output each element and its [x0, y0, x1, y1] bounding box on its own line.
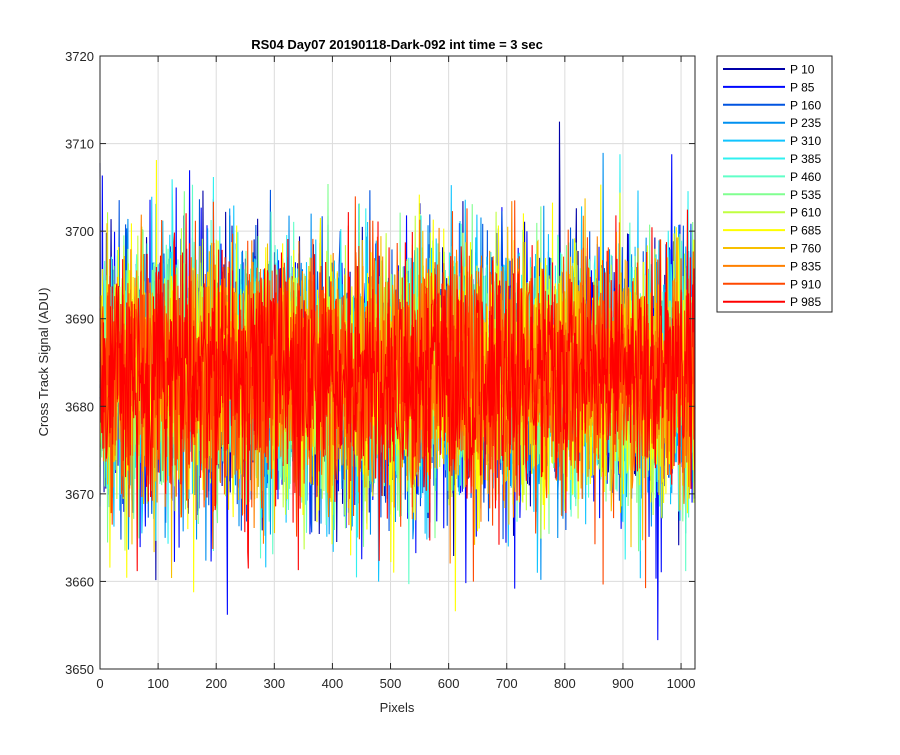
legend-box [716, 55, 833, 313]
legend-label: P 760 [790, 242, 821, 256]
legend-label: P 235 [790, 116, 821, 130]
y-tick-label: 3710 [65, 137, 94, 152]
x-axis-label: Pixels [380, 700, 415, 715]
x-tick-label: 900 [612, 676, 634, 691]
series-group [99, 121, 696, 641]
legend-label: P 685 [790, 224, 821, 238]
x-tick-label: 1000 [667, 676, 696, 691]
legend-label: P 835 [790, 259, 821, 273]
legend-label: P 160 [790, 98, 821, 112]
legend: P 10 P 85 P 160 P 235 P 310 P 385 P 460 P 535 P … [716, 55, 833, 313]
x-tick-label: 700 [496, 676, 518, 691]
y-axis-label: Cross Track Signal (ADU) [36, 288, 51, 437]
y-tick-label: 3690 [65, 312, 94, 327]
x-tick-label: 300 [263, 676, 285, 691]
x-tick-label: 600 [438, 676, 460, 691]
x-tick-label: 200 [205, 676, 227, 691]
chart-title: RS04 Day07 20190118-Dark-092 int time = … [251, 37, 543, 52]
x-tick-label: 500 [380, 676, 402, 691]
series-line [99, 196, 696, 589]
x-tick-label: 400 [322, 676, 344, 691]
legend-label: P 85 [790, 80, 815, 94]
legend-label: P 460 [790, 170, 821, 184]
legend-label: P 385 [790, 152, 821, 166]
y-tick-label: 3720 [65, 49, 94, 64]
x-tick-label: 100 [147, 676, 169, 691]
series-line [99, 209, 696, 572]
axes-box [99, 55, 696, 670]
ticks: 0 100 200 300 400 500 600 700 800 900 1000 3650 3660… [65, 49, 695, 691]
y-tick-label: 3660 [65, 574, 94, 589]
legend-items: P 10 P 85 P 160 P 235 P 310 P 385 P 460 P 535 P … [723, 63, 821, 309]
legend-label: P 310 [790, 134, 821, 148]
legend-label: P 535 [790, 188, 821, 202]
legend-label: P 10 [790, 63, 815, 77]
legend-label: P 910 [790, 277, 821, 291]
legend-label: P 610 [790, 206, 821, 220]
y-tick-label: 3680 [65, 399, 94, 414]
y-tick-label: 3700 [65, 224, 94, 239]
y-tick-label: 3670 [65, 487, 94, 502]
y-tick-label: 3650 [65, 662, 94, 677]
x-tick-label: 800 [554, 676, 576, 691]
legend-label: P 985 [790, 295, 821, 309]
x-tick-label: 0 [96, 676, 103, 691]
